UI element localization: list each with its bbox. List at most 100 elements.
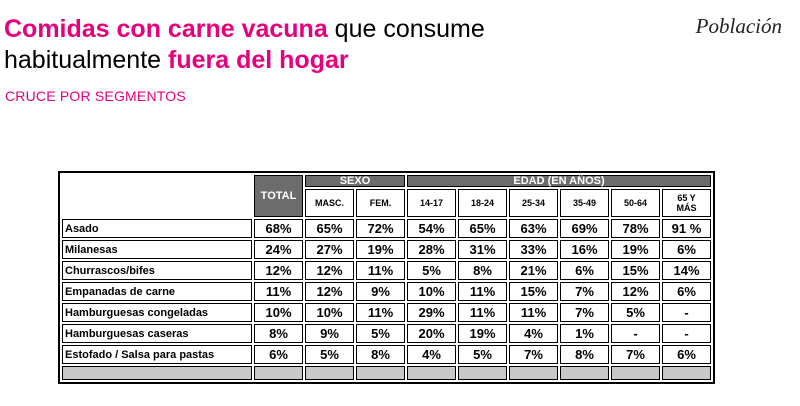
value-cell: 28% — [407, 240, 456, 259]
value-cell: 11% — [356, 261, 405, 280]
total-cell: 68% — [254, 219, 303, 238]
value-cell: 69% — [560, 219, 609, 238]
table-body: Asado 68% 65% 72% 54% 65% 63% 69% 78% 91 % Milanes… — [62, 219, 711, 380]
value-cell: 5% — [611, 303, 660, 322]
row-label: Asado — [62, 219, 252, 238]
value-cell: 5% — [356, 324, 405, 343]
corner-cell — [62, 175, 252, 217]
sexo-header: SEXO — [305, 175, 405, 187]
footer-cell — [305, 366, 354, 380]
value-cell: 12% — [305, 261, 354, 280]
value-cell: 7% — [611, 345, 660, 364]
segments-table: TOTAL SEXO EDAD (EN AÑOS) MASC. FEM. 14-17… — [58, 171, 715, 384]
value-cell: 7% — [560, 282, 609, 301]
column-header: 65 Y MÁS — [662, 189, 711, 217]
footer-cell — [662, 366, 711, 380]
value-cell: 6% — [662, 240, 711, 259]
value-cell: 5% — [458, 345, 507, 364]
value-cell: 11% — [356, 303, 405, 322]
segments-table-wrapper: TOTAL SEXO EDAD (EN AÑOS) MASC. FEM. 14-17… — [58, 171, 715, 384]
value-cell: 4% — [407, 345, 456, 364]
value-cell: 29% — [407, 303, 456, 322]
row-label: Hamburguesas congeladas — [62, 303, 252, 322]
page-title: Comidas con carne vacuna que consume hab… — [4, 14, 624, 76]
value-cell: - — [662, 324, 711, 343]
footer-cell — [509, 366, 558, 380]
value-cell: 12% — [305, 282, 354, 301]
total-header: TOTAL — [254, 175, 303, 217]
population-label: Población — [695, 14, 782, 38]
table-row: Hamburguesas congeladas 10% 10% 11% 29% 11% 11… — [62, 303, 711, 322]
value-cell: 8% — [560, 345, 609, 364]
footer-row — [62, 366, 711, 380]
total-cell: 10% — [254, 303, 303, 322]
page-subtitle: CRUCE POR SEGMENTOS — [5, 88, 186, 104]
value-cell: 19% — [458, 324, 507, 343]
value-cell: 15% — [509, 282, 558, 301]
subheader-row: MASC. FEM. 14-17 18-24 25-34 35-49 50-64 65 Y MÁ… — [62, 189, 711, 217]
row-label: Hamburguesas caseras — [62, 324, 252, 343]
footer-cell — [62, 366, 252, 380]
footer-cell — [254, 366, 303, 380]
value-cell: 11% — [458, 282, 507, 301]
footer-cell — [356, 366, 405, 380]
value-cell: 6% — [662, 282, 711, 301]
value-cell: 91 % — [662, 219, 711, 238]
value-cell: 63% — [509, 219, 558, 238]
column-header: FEM. — [356, 189, 405, 217]
footer-cell — [611, 366, 660, 380]
value-cell: 19% — [611, 240, 660, 259]
total-cell: 8% — [254, 324, 303, 343]
value-cell: 15% — [611, 261, 660, 280]
column-header: 14-17 — [407, 189, 456, 217]
value-cell: 11% — [458, 303, 507, 322]
value-cell: 4% — [509, 324, 558, 343]
footer-cell — [458, 366, 507, 380]
edad-header: EDAD (EN AÑOS) — [407, 175, 711, 187]
value-cell: 8% — [458, 261, 507, 280]
row-label: Empanadas de carne — [62, 282, 252, 301]
value-cell: 31% — [458, 240, 507, 259]
value-cell: 19% — [356, 240, 405, 259]
value-cell: 10% — [407, 282, 456, 301]
value-cell: 8% — [356, 345, 405, 364]
value-cell: 65% — [458, 219, 507, 238]
value-cell: 6% — [560, 261, 609, 280]
title-highlight-1: Comidas con carne vacuna — [4, 15, 328, 43]
table-row: Churrascos/bifes 12% 12% 11% 5% 8% 21% 6% 15% 14% — [62, 261, 711, 280]
value-cell: 5% — [305, 345, 354, 364]
value-cell: - — [611, 324, 660, 343]
table-row: Estofado / Salsa para pastas 6% 5% 8% 4% 5% 7%… — [62, 345, 711, 364]
value-cell: 9% — [305, 324, 354, 343]
column-header: 25-34 — [509, 189, 558, 217]
value-cell: 27% — [305, 240, 354, 259]
column-header: 18-24 — [458, 189, 507, 217]
table-row: Hamburguesas caseras 8% 9% 5% 20% 19% 4% 1% - - — [62, 324, 711, 343]
title-text-1: que consume — [327, 15, 485, 43]
value-cell: 7% — [509, 345, 558, 364]
value-cell: 9% — [356, 282, 405, 301]
title-text-2: habitualmente — [4, 46, 169, 74]
total-cell: 6% — [254, 345, 303, 364]
footer-cell — [407, 366, 456, 380]
row-label: Milanesas — [62, 240, 252, 259]
value-cell: 10% — [305, 303, 354, 322]
column-header: 50-64 — [611, 189, 660, 217]
table-row: Milanesas 24% 27% 19% 28% 31% 33% 16% 19% 6% — [62, 240, 711, 259]
value-cell: 14% — [662, 261, 711, 280]
value-cell: 11% — [509, 303, 558, 322]
value-cell: 16% — [560, 240, 609, 259]
title-highlight-2: fuera del hogar — [168, 46, 349, 74]
value-cell: - — [662, 303, 711, 322]
footer-cell — [560, 366, 609, 380]
value-cell: 6% — [662, 345, 711, 364]
row-label: Churrascos/bifes — [62, 261, 252, 280]
value-cell: 7% — [560, 303, 609, 322]
value-cell: 65% — [305, 219, 354, 238]
value-cell: 20% — [407, 324, 456, 343]
value-cell: 1% — [560, 324, 609, 343]
value-cell: 33% — [509, 240, 558, 259]
column-header: 35-49 — [560, 189, 609, 217]
total-cell: 12% — [254, 261, 303, 280]
value-cell: 72% — [356, 219, 405, 238]
